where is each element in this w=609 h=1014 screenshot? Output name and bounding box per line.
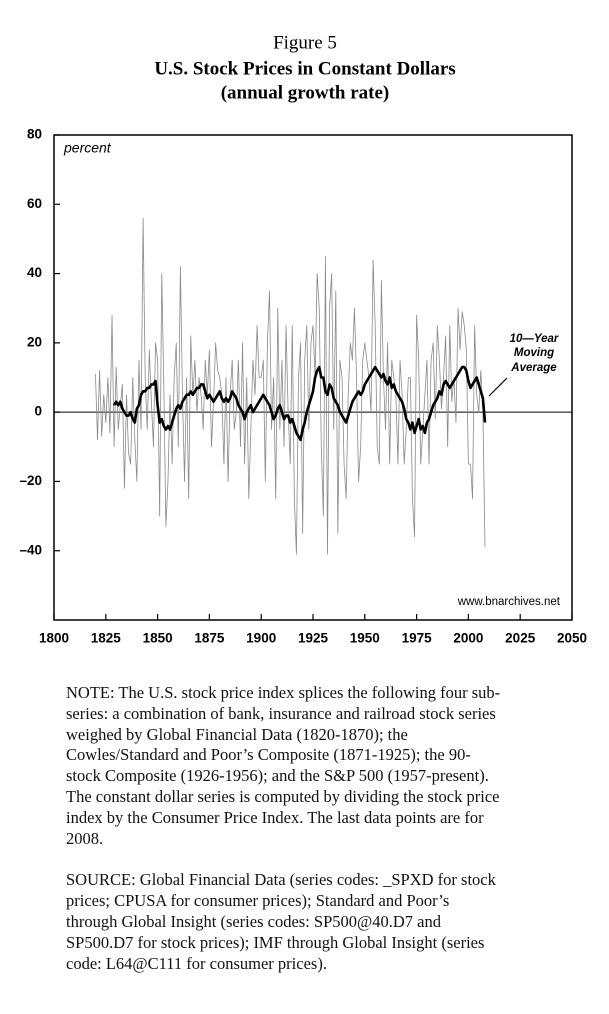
y-tick-label: 60: [27, 196, 42, 211]
x-tick-label: 1825: [91, 631, 122, 646]
x-tick-label: 1900: [246, 631, 276, 646]
note-line: weighed by Global Financial Data (1820-1…: [66, 724, 408, 744]
chart-title: U.S. Stock Prices in Constant Dollars: [154, 58, 455, 79]
x-tick-label: 1800: [39, 631, 69, 646]
annotation: Moving: [514, 347, 554, 359]
y-tick-label: –40: [19, 542, 42, 557]
figure-label: Figure 5: [273, 32, 337, 53]
notes: NOTE: The U.S. stock price index splices…: [66, 683, 586, 974]
x-tick-label: 1850: [143, 631, 173, 646]
annotation: 10—Year: [510, 333, 559, 345]
source-line: prices; CPUSA for consumer prices); Stan…: [66, 891, 450, 911]
x-tick-label: 2025: [505, 631, 536, 646]
chart-subtitle: (annual growth rate): [221, 82, 390, 103]
source-line: SOURCE: Global Financial Data (series co…: [66, 870, 496, 890]
source-line: SP500.D7 for stock prices); IMF through …: [66, 932, 485, 952]
note-line: NOTE: The U.S. stock price index splices…: [66, 683, 501, 702]
x-tick-label: 2050: [557, 631, 587, 646]
source-line: through Global Insight (series codes: SP…: [66, 911, 441, 931]
note-line: index by the Consumer Price Index. The l…: [66, 807, 484, 827]
x-tick-label: 1875: [194, 631, 225, 646]
source-url: www.bnarchives.net: [457, 596, 561, 608]
y-tick-label: 20: [27, 334, 42, 349]
series-line: [95, 217, 486, 555]
series-line: [112, 365, 487, 442]
note-line: Cowles/Standard and Poor’s Composite (18…: [66, 745, 471, 765]
chart: Figure 5 U.S. Stock Prices in Constant D…: [19, 32, 587, 646]
note-line: The constant dollar series is computed b…: [66, 786, 500, 806]
y-tick-label: –20: [19, 473, 42, 488]
y-tick-label: 40: [27, 265, 42, 280]
source-line: code: L64@C111 for consumer prices).: [66, 953, 327, 973]
y-tick-label: 80: [27, 127, 42, 142]
note-line: series: a combination of bank, insurance…: [66, 703, 496, 723]
note-line: stock Composite (1926-1956); and the S&P…: [66, 766, 489, 786]
annotation-arrow: [488, 377, 508, 397]
note-line: 2008.: [66, 828, 104, 848]
x-tick-label: 1925: [298, 631, 329, 646]
y-unit-label: percent: [63, 140, 112, 156]
plot-frame: [53, 134, 573, 621]
annotation: Average: [510, 362, 557, 374]
y-tick-label: 0: [34, 404, 42, 419]
x-tick-label: 1950: [350, 631, 380, 646]
x-tick-label: 2000: [453, 631, 483, 646]
x-tick-label: 1975: [402, 631, 433, 646]
